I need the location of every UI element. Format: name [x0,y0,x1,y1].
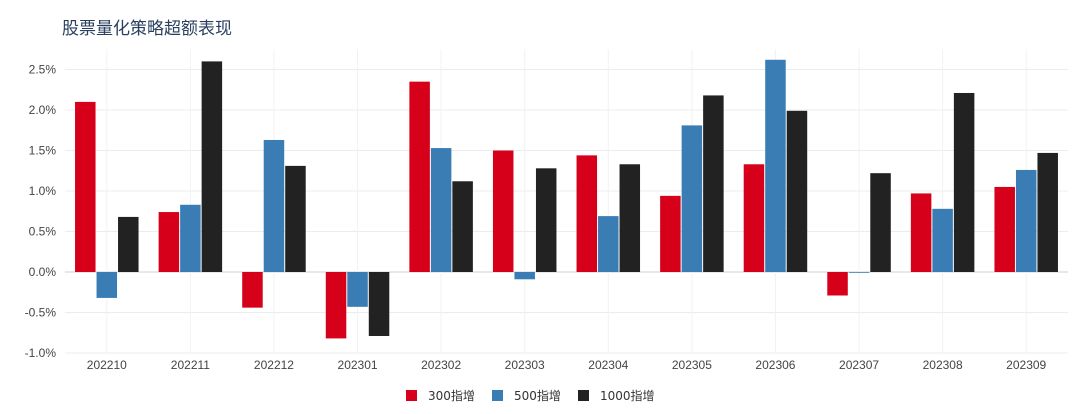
bar-1000指增-202304[interactable] [619,164,641,272]
bar-500指增-202210[interactable] [96,272,118,298]
x-tick-label: 202309 [1006,358,1046,372]
legend[interactable]: 300指增 500指增 1000指增 [406,388,655,403]
legend-item-1000指增[interactable]: 1000指增 [578,388,655,403]
bar-300指增-202309[interactable] [994,186,1015,272]
bar-500指增-202307[interactable] [848,272,870,273]
bar-1000指增-202305[interactable] [703,95,724,272]
bar-1000指增-202303[interactable] [535,168,557,272]
bar-300指增-202306[interactable] [743,164,765,272]
x-tick-label: 202210 [87,358,127,372]
bar-500指增-202309[interactable] [1015,169,1037,272]
bar-300指增-202305[interactable] [660,195,681,272]
bar-500指增-202303[interactable] [514,272,535,280]
bar-500指增-202304[interactable] [598,216,619,272]
chart-title: 股票量化策略超额表现 [62,19,232,39]
bar-500指增-202308[interactable] [932,208,953,272]
bar-1000指增-202301[interactable] [368,272,390,336]
bar-1000指增-202212[interactable] [285,165,306,272]
x-tick-label: 202301 [338,358,378,372]
bar-300指增-202302[interactable] [409,81,430,273]
legend-item-500指增[interactable]: 500指增 [492,388,561,403]
x-tick-label: 202305 [672,358,712,372]
bar-500指增-202211[interactable] [180,204,201,272]
bar-500指增-202305[interactable] [681,125,703,272]
y-tick-label: 1.0% [29,184,57,198]
bar-500指增-202212[interactable] [263,139,285,272]
legend-label: 300指增 [428,388,475,403]
bar-300指增-202210[interactable] [75,101,96,273]
bar-1000指增-202308[interactable] [953,92,975,273]
legend-label: 1000指增 [600,388,655,403]
x-tick-label: 202304 [588,358,628,372]
bar-500指增-202302[interactable] [430,148,452,272]
y-tick-label: -1.0% [25,346,57,360]
bar-300指增-202308[interactable] [910,193,932,272]
legend-swatch [406,390,417,401]
x-tick-label: 202211 [171,358,210,372]
legend-item-300指增[interactable]: 300指增 [406,388,475,403]
bar-1000指增-202210[interactable] [118,216,139,272]
bar-300指增-202307[interactable] [827,272,848,296]
x-tick-label: 202306 [755,358,795,372]
bar-300指增-202301[interactable] [325,272,347,339]
legend-swatch [492,390,503,401]
y-tick-label: -0.5% [25,306,57,320]
bar-500指增-202306[interactable] [765,59,786,272]
y-tick-label: 2.5% [29,63,57,77]
bar-1000指增-202307[interactable] [870,173,891,272]
x-tick-label: 202307 [839,358,879,372]
x-axis-ticks: 202210 202211 202212 202301 202302 202303 2023… [87,358,1047,372]
x-tick-label: 202302 [421,358,461,372]
bar-300指增-202211[interactable] [158,212,180,272]
bar-1000指增-202306[interactable] [786,110,808,272]
x-tick-label: 202212 [254,358,294,372]
bar-1000指增-202302[interactable] [452,181,473,272]
y-axis-ticks: -1.0% -0.5% 0.0% 0.5% 1.0% 1.5% 2.0% 2.5% [25,63,57,361]
bar-300指增-202212[interactable] [242,272,263,308]
legend-swatch [578,390,589,401]
y-tick-label: 0.5% [29,225,57,239]
x-tick-label: 202303 [505,358,545,372]
bar-500指增-202301[interactable] [347,272,368,307]
bar-300指增-202304[interactable] [576,155,598,272]
bar-300指增-202303[interactable] [492,150,514,273]
y-tick-label: 1.5% [29,144,57,158]
bar-1000指增-202309[interactable] [1037,152,1058,272]
bars [75,59,1058,339]
y-tick-label: 0.0% [29,265,57,279]
legend-label: 500指增 [514,388,561,403]
y-tick-label: 2.0% [29,103,57,117]
bar-1000指增-202211[interactable] [201,61,223,273]
x-tick-label: 202308 [923,358,963,372]
